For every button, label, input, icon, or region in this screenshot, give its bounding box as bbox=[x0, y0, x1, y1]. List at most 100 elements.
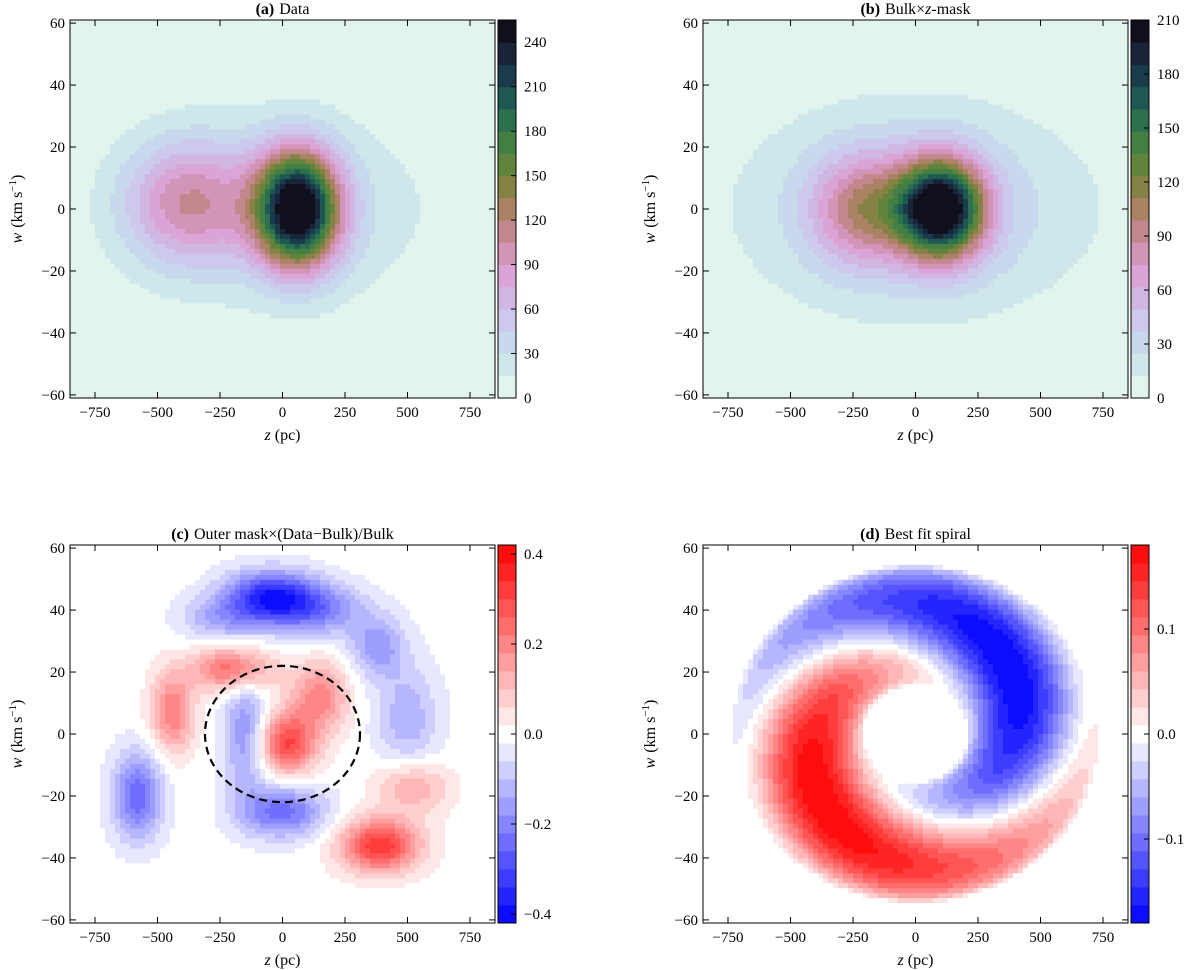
heatmap-cell bbox=[85, 218, 91, 225]
heatmap-cell bbox=[365, 174, 371, 180]
heatmap-cell bbox=[215, 189, 221, 195]
heatmap-cell bbox=[290, 149, 296, 155]
heatmap-cell bbox=[100, 298, 106, 305]
heatmap-cell bbox=[360, 293, 366, 300]
heatmap-cell bbox=[335, 273, 341, 280]
heatmap-cell bbox=[345, 233, 351, 240]
heatmap-cell bbox=[390, 378, 396, 384]
heatmap-cell bbox=[370, 283, 376, 290]
heatmap-cell bbox=[300, 263, 306, 270]
heatmap-cell bbox=[340, 313, 346, 320]
heatmap-cell bbox=[200, 378, 206, 384]
heatmap-cell bbox=[315, 99, 321, 106]
heatmap-cell bbox=[325, 24, 331, 31]
heatmap-cell bbox=[160, 338, 166, 344]
heatmap-cell bbox=[330, 119, 336, 126]
heatmap-cell bbox=[355, 154, 361, 160]
heatmap-cell bbox=[340, 228, 346, 235]
heatmap-cell bbox=[305, 20, 311, 26]
heatmap-cell bbox=[280, 134, 286, 140]
heatmap-cell bbox=[260, 248, 266, 255]
heatmap-cell bbox=[365, 228, 371, 235]
heatmap-cell bbox=[330, 154, 336, 160]
heatmap-cell bbox=[160, 348, 166, 354]
heatmap-cell bbox=[110, 114, 116, 121]
heatmap-cell bbox=[330, 243, 336, 250]
heatmap-cell bbox=[215, 59, 221, 66]
heatmap-cell bbox=[295, 218, 301, 225]
heatmap-cell bbox=[395, 84, 401, 91]
heatmap-cell bbox=[255, 378, 261, 384]
heatmap-cell bbox=[105, 213, 111, 220]
heatmap-cell bbox=[130, 209, 136, 215]
heatmap-cell bbox=[270, 243, 276, 250]
heatmap-cell bbox=[365, 358, 371, 364]
heatmap-cell bbox=[380, 378, 386, 384]
heatmap-cell bbox=[80, 393, 86, 399]
heatmap-cell bbox=[100, 64, 106, 71]
heatmap-cell bbox=[340, 393, 346, 399]
heatmap-cell bbox=[275, 213, 281, 220]
heatmap-cell bbox=[235, 194, 241, 200]
heatmap-cell bbox=[335, 44, 341, 51]
heatmap-cell bbox=[325, 194, 331, 200]
heatmap-cell bbox=[350, 129, 356, 135]
heatmap-cell bbox=[350, 44, 356, 51]
heatmap-cell bbox=[225, 199, 231, 205]
heatmap-cell bbox=[225, 338, 231, 344]
heatmap-cell bbox=[270, 174, 276, 180]
heatmap-cell bbox=[210, 218, 216, 225]
heatmap-cell bbox=[290, 24, 296, 31]
heatmap-cell bbox=[355, 29, 361, 36]
heatmap-cell bbox=[365, 124, 371, 131]
heatmap-cell bbox=[315, 223, 321, 230]
heatmap-cell bbox=[340, 283, 346, 290]
heatmap-cell bbox=[80, 209, 86, 215]
heatmap-cell bbox=[360, 129, 366, 135]
heatmap-cell bbox=[110, 343, 116, 349]
heatmap-cell bbox=[300, 233, 306, 240]
heatmap-cell bbox=[395, 223, 401, 230]
heatmap-cell bbox=[295, 258, 301, 265]
heatmap-cell bbox=[280, 363, 286, 369]
heatmap-cell bbox=[75, 74, 81, 81]
heatmap-cell bbox=[215, 253, 221, 260]
heatmap-cell bbox=[385, 238, 391, 245]
heatmap-cell bbox=[205, 129, 211, 135]
panel-a: −750 −500 −250 0 250 500 750−60−40−200204060(a… bbox=[7, 1, 547, 444]
heatmap-cell bbox=[180, 119, 186, 126]
heatmap-cell bbox=[215, 20, 221, 26]
heatmap-cell bbox=[150, 393, 156, 399]
heatmap-cell bbox=[140, 159, 146, 165]
heatmap-cell bbox=[345, 184, 351, 190]
heatmap-cell bbox=[200, 273, 206, 280]
heatmap-cell bbox=[105, 378, 111, 384]
heatmap-cell bbox=[210, 64, 216, 71]
heatmap-cell bbox=[380, 358, 386, 364]
heatmap-cell bbox=[110, 233, 116, 240]
heatmap-cell bbox=[320, 99, 326, 106]
heatmap-cell bbox=[165, 109, 171, 116]
heatmap-cell bbox=[115, 313, 121, 320]
heatmap-cell bbox=[135, 179, 141, 185]
heatmap-cell bbox=[300, 378, 306, 384]
heatmap-cell bbox=[235, 184, 241, 190]
heatmap-cell bbox=[215, 313, 221, 320]
heatmap-cell bbox=[265, 338, 271, 344]
heatmap-cell bbox=[395, 159, 401, 165]
heatmap-cell bbox=[260, 238, 266, 245]
heatmap-cell bbox=[270, 273, 276, 280]
heatmap-cell bbox=[165, 303, 171, 310]
heatmap-cell bbox=[80, 119, 86, 126]
heatmap-cell bbox=[330, 388, 336, 394]
heatmap-cell bbox=[265, 144, 271, 150]
heatmap-cell bbox=[215, 358, 221, 364]
heatmap-cell bbox=[70, 44, 76, 51]
heatmap-cell bbox=[185, 49, 191, 56]
heatmap-cell bbox=[175, 333, 181, 339]
heatmap-cell bbox=[240, 393, 246, 399]
heatmap-cell bbox=[295, 154, 301, 160]
heatmap-cell bbox=[235, 149, 241, 155]
heatmap-cell bbox=[90, 368, 96, 374]
heatmap-cell bbox=[295, 159, 301, 165]
